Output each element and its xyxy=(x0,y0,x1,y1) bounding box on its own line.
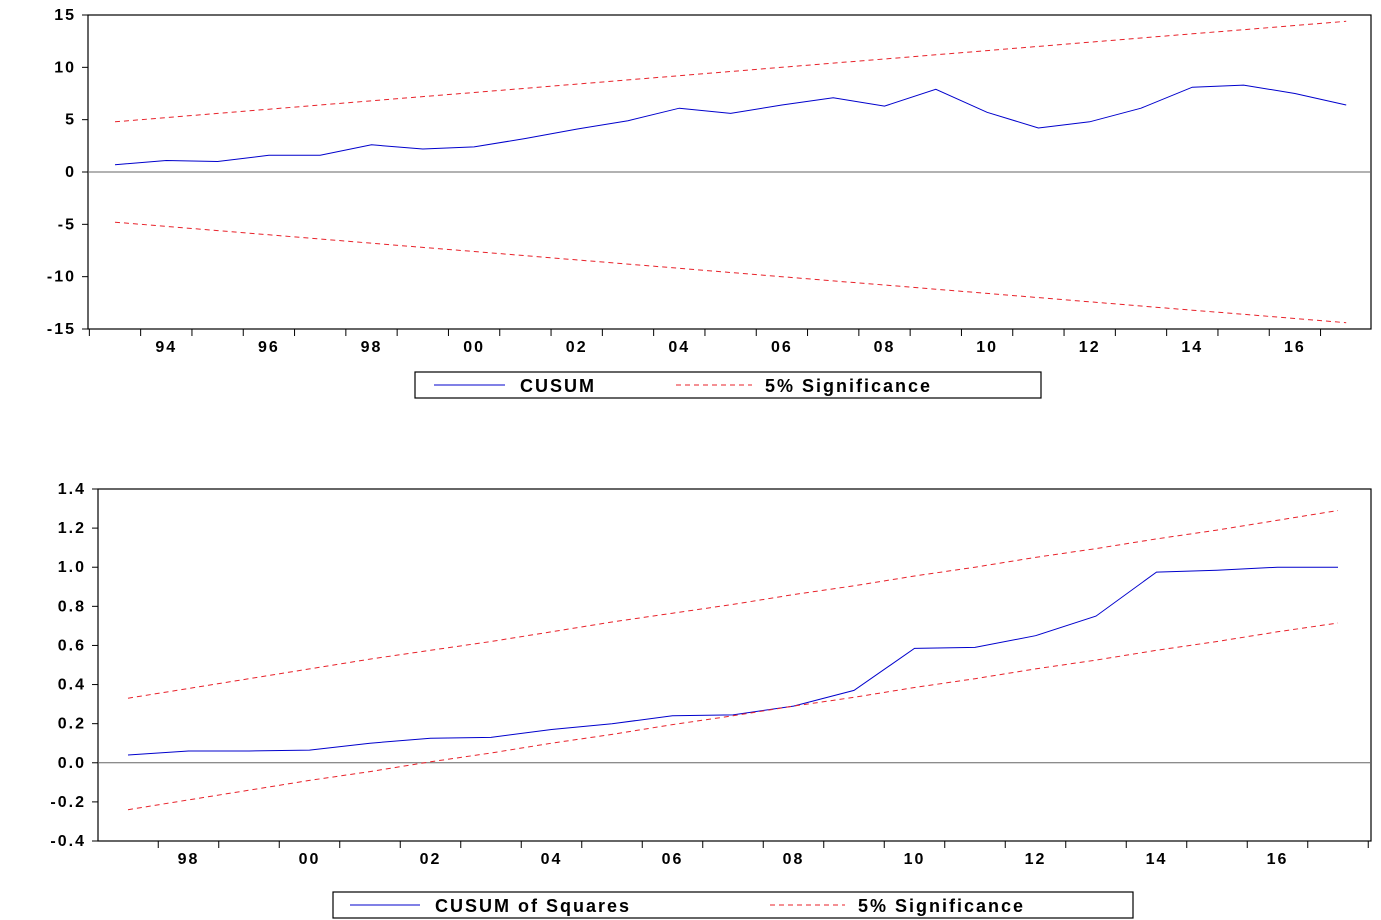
series-line xyxy=(114,84,1347,166)
x-tick-label: 06 xyxy=(771,339,793,356)
x-tick-label: 94 xyxy=(155,339,177,356)
y-tick-label: 1.0 xyxy=(58,559,86,576)
y-axis: 15 10 5 0 -5 -10 -15 xyxy=(47,7,1371,338)
y-tick-label: 0.2 xyxy=(58,716,86,733)
x-tick-label: 16 xyxy=(1284,339,1306,356)
y-tick-label: 1.4 xyxy=(58,481,86,498)
series-lines xyxy=(127,510,1339,811)
x-tick-label: 04 xyxy=(668,339,690,356)
legend-box xyxy=(414,371,1042,399)
y-tick-label: -5 xyxy=(58,216,76,233)
legend-label-cusum-squares: CUSUM of Squares xyxy=(435,896,631,916)
series-lines xyxy=(114,20,1347,324)
x-tick-label: 16 xyxy=(1267,851,1289,868)
y-tick-label: -10 xyxy=(47,269,76,286)
x-tick-label: 98 xyxy=(361,339,383,356)
x-tick-label: 14 xyxy=(1181,339,1203,356)
x-tick-label: 96 xyxy=(258,339,280,356)
lower-bound-line xyxy=(127,622,1339,811)
y-tick-label: 0.6 xyxy=(58,637,86,654)
x-tick-label: 14 xyxy=(1146,851,1168,868)
x-tick-label: 02 xyxy=(566,339,588,356)
plot-frame xyxy=(97,488,1372,842)
y-tick-label: 15 xyxy=(54,7,76,24)
y-tick-label: 5 xyxy=(65,112,76,129)
y-tick-label: 0.0 xyxy=(58,755,86,772)
lower-bound-line xyxy=(114,221,1347,324)
x-tick-label: 12 xyxy=(1025,851,1047,868)
x-axis: 98 00 02 04 06 08 10 12 14 16 xyxy=(157,841,1369,868)
y-tick-label: 10 xyxy=(54,59,76,76)
x-tick-label: 10 xyxy=(976,339,998,356)
y-tick-label: -15 xyxy=(47,321,76,338)
x-tick-label: 00 xyxy=(463,339,485,356)
legend: CUSUM 5% Significance xyxy=(414,371,1042,399)
x-tick-label: 12 xyxy=(1079,339,1101,356)
upper-bound-line xyxy=(127,510,1339,699)
upper-bound-line xyxy=(114,20,1347,123)
y-tick-label: 0.8 xyxy=(58,598,86,615)
cusum-squares-chart: 1.4 1.2 1.0 0.8 0.6 0.4 0.2 0.0 -0.2 -0.4 98 00 02 0… xyxy=(50,481,1372,919)
series-line xyxy=(127,566,1338,756)
x-tick-label: 02 xyxy=(420,851,442,868)
x-tick-label: 06 xyxy=(662,851,684,868)
y-tick-label: 0 xyxy=(65,164,76,181)
x-tick-label: 98 xyxy=(178,851,200,868)
x-tick-label: 10 xyxy=(904,851,926,868)
y-tick-label: 0.4 xyxy=(58,677,86,694)
legend-label-significance: 5% Significance xyxy=(765,376,932,396)
legend-label-cusum: CUSUM xyxy=(520,376,596,396)
y-axis: 1.4 1.2 1.0 0.8 0.6 0.4 0.2 0.0 -0.2 -0.4 xyxy=(50,481,1371,850)
y-tick-label: 1.2 xyxy=(58,520,86,537)
x-tick-label: 00 xyxy=(299,851,321,868)
x-tick-label: 08 xyxy=(783,851,805,868)
x-axis: 94 96 98 00 02 04 06 08 10 12 14 16 xyxy=(88,329,1322,356)
x-tick-label: 08 xyxy=(874,339,896,356)
legend-label-significance: 5% Significance xyxy=(858,896,1025,916)
legend-box xyxy=(332,891,1134,919)
y-tick-label: -0.2 xyxy=(50,794,86,811)
x-tick-label: 04 xyxy=(541,851,563,868)
legend: CUSUM of Squares 5% Significance xyxy=(332,891,1134,919)
y-tick-label: -0.4 xyxy=(50,833,86,850)
